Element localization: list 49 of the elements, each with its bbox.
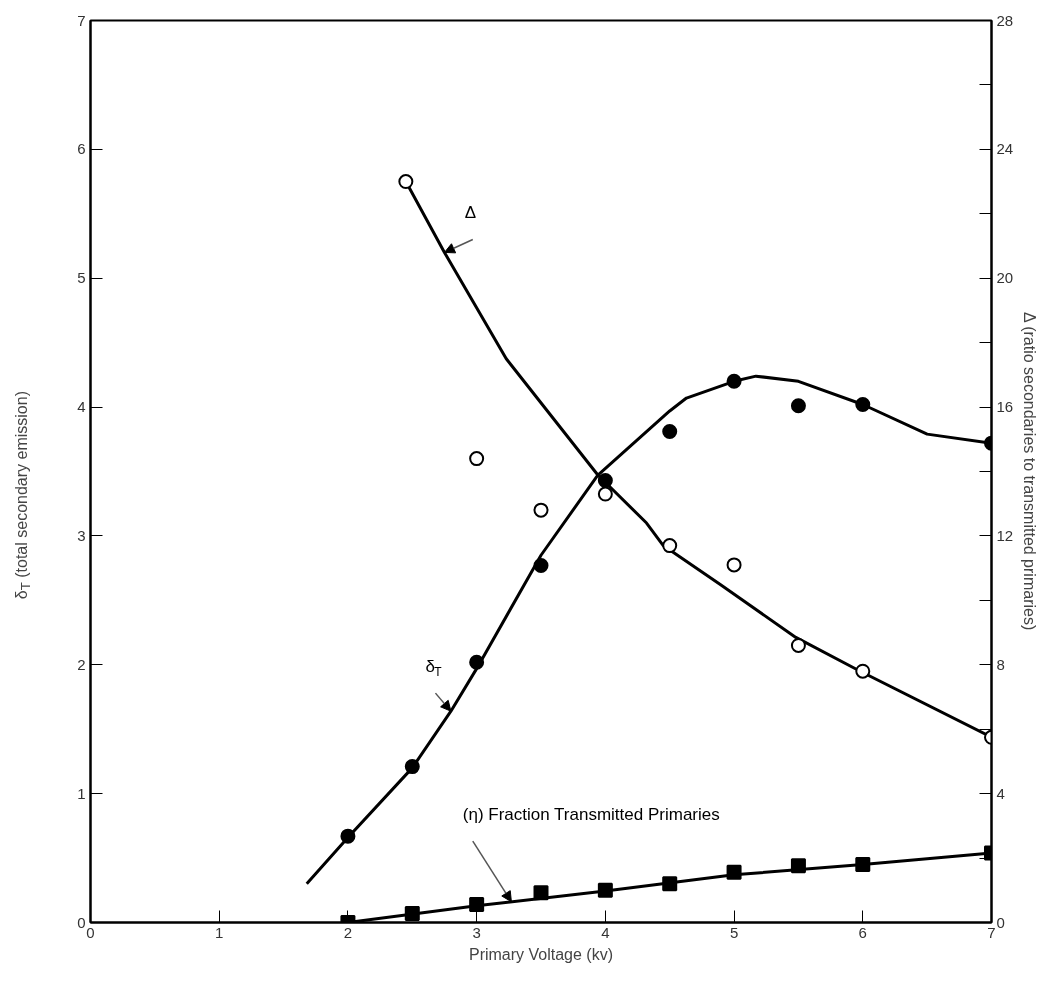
point bbox=[790, 637, 806, 653]
point bbox=[597, 486, 613, 502]
y-tick-label: 2 bbox=[77, 655, 86, 673]
point bbox=[662, 876, 678, 892]
point bbox=[469, 451, 485, 467]
x-tick-label: 6 bbox=[858, 923, 867, 941]
text: (η) Fraction Transmitted Primaries bbox=[462, 805, 720, 825]
point bbox=[340, 828, 356, 844]
point bbox=[855, 857, 871, 873]
point bbox=[790, 398, 806, 414]
point bbox=[404, 759, 420, 775]
y2-axis-title: Δ (ratio secondaries to transmitted primaries) bbox=[1021, 311, 1039, 631]
point bbox=[597, 882, 613, 898]
series-label: Δ bbox=[464, 203, 477, 223]
point bbox=[469, 654, 485, 670]
x-axis-title: Primary Voltage (kv) bbox=[468, 945, 614, 963]
point bbox=[726, 373, 742, 389]
point bbox=[726, 557, 742, 573]
x-tick-label: 7 bbox=[987, 923, 996, 941]
point bbox=[533, 502, 549, 518]
y2-tick-label: 24 bbox=[996, 140, 1014, 158]
y-tick-label: 5 bbox=[77, 269, 86, 287]
x-tick-label: 2 bbox=[343, 923, 353, 941]
y2-tick-label: 4 bbox=[996, 784, 1005, 802]
point bbox=[855, 663, 871, 679]
point bbox=[533, 558, 549, 574]
point bbox=[855, 397, 871, 412]
y-tick-label: 6 bbox=[77, 140, 86, 158]
point bbox=[662, 424, 678, 440]
point bbox=[398, 174, 414, 190]
point bbox=[469, 896, 485, 912]
y-tick-label: 1 bbox=[77, 784, 86, 802]
y-tick-label: 3 bbox=[77, 526, 86, 544]
point bbox=[726, 864, 742, 880]
point bbox=[533, 885, 549, 901]
x-tick-label: 4 bbox=[601, 923, 610, 941]
point bbox=[404, 905, 420, 921]
x-tick-label: 1 bbox=[215, 923, 224, 941]
y2-tick-label: 8 bbox=[996, 655, 1005, 673]
y-tick-label: 7 bbox=[77, 11, 86, 29]
point bbox=[790, 858, 806, 874]
y2-tick-label: 28 bbox=[996, 11, 1014, 29]
x-tick-label: 3 bbox=[472, 923, 481, 941]
y2-tick-label: 12 bbox=[996, 526, 1014, 544]
y2-tick-label: 20 bbox=[996, 269, 1014, 287]
y2-tick-label: 16 bbox=[996, 398, 1014, 416]
x-tick-label: 5 bbox=[729, 923, 739, 941]
point bbox=[662, 538, 678, 554]
y-tick-label: 4 bbox=[77, 398, 86, 416]
